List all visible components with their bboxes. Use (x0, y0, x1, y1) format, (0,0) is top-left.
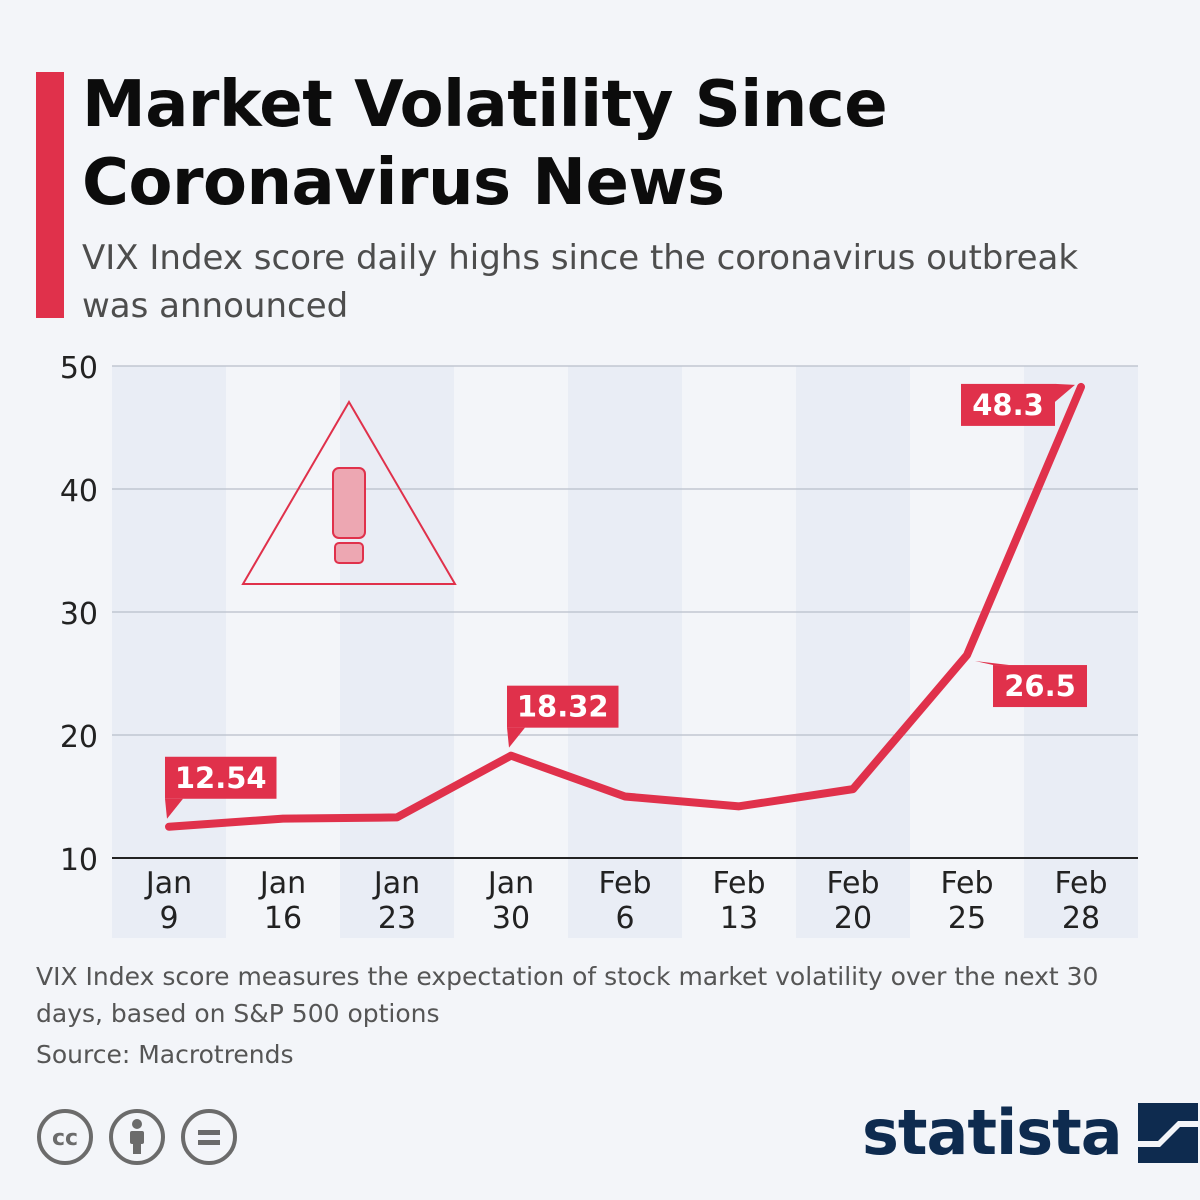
x-tick-label: Feb (940, 866, 993, 901)
x-tick-label: Feb (712, 866, 765, 901)
y-axis-ticks: 10 20 30 40 50 (60, 351, 98, 878)
x-tick-label: Jan (372, 866, 420, 901)
brand-name: statista (862, 1096, 1123, 1169)
x-tick-label: 13 (720, 901, 758, 936)
license-icons: cc (36, 1108, 238, 1166)
column-band (112, 366, 226, 938)
x-tick-label: Feb (826, 866, 879, 901)
column-band (796, 366, 910, 938)
x-tick-label: 23 (378, 901, 416, 936)
data-labels: 12.54 18.32 26.5 48.3 (165, 383, 1087, 819)
no-derivatives-icon[interactable] (180, 1108, 238, 1166)
x-tick-label: Feb (1054, 866, 1107, 901)
y-tick-label: 20 (60, 720, 98, 755)
y-tick-label: 50 (60, 351, 98, 386)
x-tick-label: 25 (948, 901, 986, 936)
x-tick-label: 9 (159, 901, 178, 936)
column-bands (112, 366, 1138, 938)
svg-text:12.54: 12.54 (175, 761, 267, 795)
x-tick-label: Jan (486, 866, 534, 901)
svg-text:26.5: 26.5 (1004, 669, 1076, 703)
x-tick-label: Jan (144, 866, 192, 901)
x-tick-label: Jan (258, 866, 306, 901)
svg-text:cc: cc (52, 1126, 78, 1151)
svg-text:18.32: 18.32 (517, 690, 609, 724)
x-tick-label: 28 (1062, 901, 1100, 936)
column-band (340, 366, 454, 938)
attribution-icon[interactable] (108, 1108, 166, 1166)
data-label: 26.5 (975, 661, 1087, 708)
title-accent-bar (36, 72, 64, 318)
series-line (165, 382, 1085, 831)
data-label: 48.3 (961, 383, 1075, 426)
cc-icon[interactable]: cc (36, 1108, 94, 1166)
x-tick-label: 16 (264, 901, 302, 936)
x-tick-label: 6 (615, 901, 634, 936)
page-title: Market Volatility Since Coronavirus News (82, 68, 888, 220)
statista-logo-icon (1137, 1102, 1198, 1163)
svg-text:48.3: 48.3 (972, 388, 1044, 422)
statista-brand[interactable]: statista (862, 1096, 1198, 1169)
x-tick-label: 20 (834, 901, 872, 936)
warning-triangle-icon (241, 400, 457, 585)
y-tick-label: 30 (60, 597, 98, 632)
data-label: 12.54 (165, 756, 277, 819)
data-label: 18.32 (507, 685, 619, 748)
x-tick-label: 30 (492, 901, 530, 936)
y-tick-label: 10 (60, 843, 98, 878)
column-band (568, 366, 682, 938)
column-band (1024, 366, 1138, 938)
x-tick-label: Feb (598, 866, 651, 901)
chart-footnote: VIX Index score measures the expectation… (36, 962, 1099, 1028)
gridlines (112, 365, 1138, 859)
x-axis-ticks: Jan9Jan16Jan23Jan30Feb6Feb13Feb20Feb25Fe… (144, 866, 1108, 936)
page-subtitle: VIX Index score daily highs since the co… (82, 238, 1079, 326)
source-note: Source: Macrotrends (36, 1040, 294, 1069)
y-tick-label: 40 (60, 474, 98, 509)
